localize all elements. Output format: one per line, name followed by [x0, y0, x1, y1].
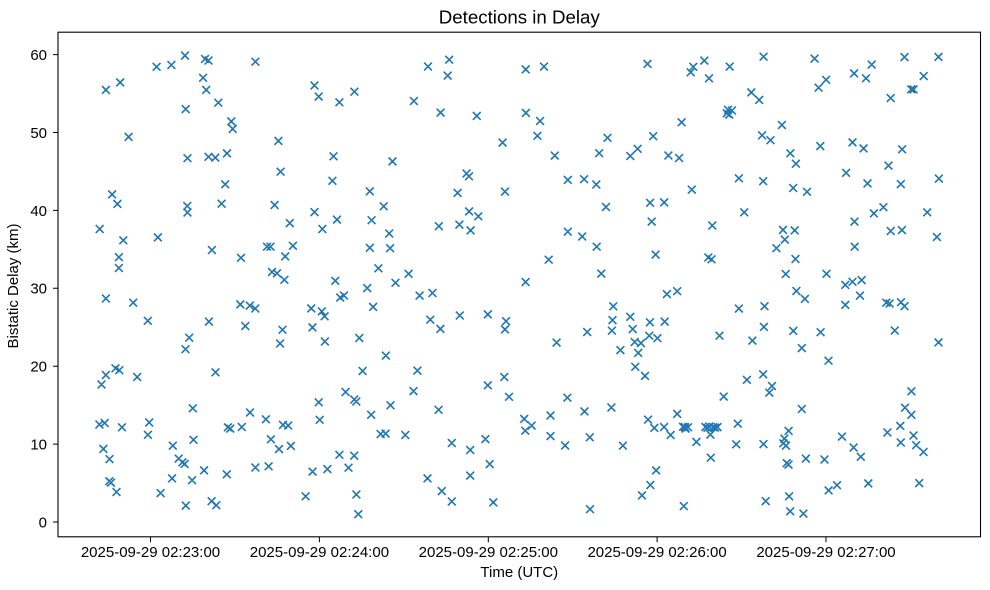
svg-text:40: 40 [30, 203, 47, 220]
svg-text:2025-09-29 02:24:00: 2025-09-29 02:24:00 [250, 544, 389, 561]
svg-text:50: 50 [30, 125, 47, 142]
svg-text:20: 20 [30, 359, 47, 376]
svg-text:2025-09-29 02:23:00: 2025-09-29 02:23:00 [81, 544, 220, 561]
svg-text:Bistatic Delay (km): Bistatic Delay (km) [5, 223, 22, 348]
svg-text:0: 0 [39, 514, 47, 531]
svg-text:2025-09-29 02:26:00: 2025-09-29 02:26:00 [587, 544, 726, 561]
svg-text:30: 30 [30, 281, 47, 298]
svg-text:10: 10 [30, 437, 47, 454]
svg-text:2025-09-29 02:25:00: 2025-09-29 02:25:00 [419, 544, 558, 561]
svg-text:Detections in Delay: Detections in Delay [439, 7, 601, 28]
svg-text:60: 60 [30, 47, 47, 64]
svg-text:Time (UTC): Time (UTC) [480, 564, 558, 581]
svg-text:2025-09-29 02:27:00: 2025-09-29 02:27:00 [756, 544, 895, 561]
